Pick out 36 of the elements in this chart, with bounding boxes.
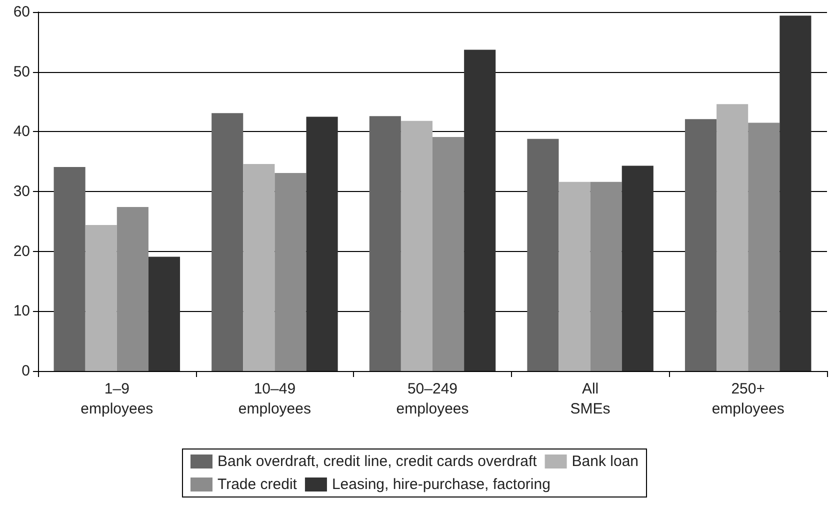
x-tick-label: 50–249 employees <box>396 380 469 418</box>
bar <box>558 182 590 371</box>
bar <box>274 172 306 371</box>
bar <box>748 122 780 371</box>
x-tick-label: 1–9 employees <box>80 380 154 418</box>
bar <box>780 16 812 371</box>
y-tick-label: 20 <box>13 242 30 260</box>
bar <box>212 113 244 371</box>
bar <box>85 225 117 371</box>
y-tick-label: 50 <box>13 63 30 80</box>
x-tick-label: 10–49 employees <box>238 380 311 418</box>
y-tick-label: 0 <box>22 362 30 380</box>
bar <box>116 207 148 371</box>
bar <box>306 116 338 371</box>
bar <box>622 166 654 371</box>
x-tick-label: All SMEs <box>570 380 610 418</box>
x-tick-label: 250+ employees <box>712 380 784 418</box>
bar <box>369 116 401 371</box>
y-tick-label: 30 <box>13 183 30 200</box>
y-tick-label: 60 <box>13 4 30 20</box>
legend-label: Bank loan <box>572 453 639 470</box>
bar <box>54 166 86 371</box>
bar <box>148 256 180 371</box>
legend-label: Leasing, hire-purchase, factoring <box>332 476 550 493</box>
legend-label: Trade credit <box>217 476 298 493</box>
bar <box>400 120 432 371</box>
bar <box>527 138 559 371</box>
y-tick-label: 10 <box>13 302 30 320</box>
legend-label: Bank overdraft, credit line, credit cards overdraft <box>217 453 538 470</box>
bar <box>243 164 275 371</box>
bar <box>684 119 717 371</box>
bar <box>590 182 622 371</box>
bar <box>716 104 748 371</box>
y-tick-label: 40 <box>13 123 30 140</box>
bar <box>432 137 464 371</box>
bar <box>464 50 496 371</box>
